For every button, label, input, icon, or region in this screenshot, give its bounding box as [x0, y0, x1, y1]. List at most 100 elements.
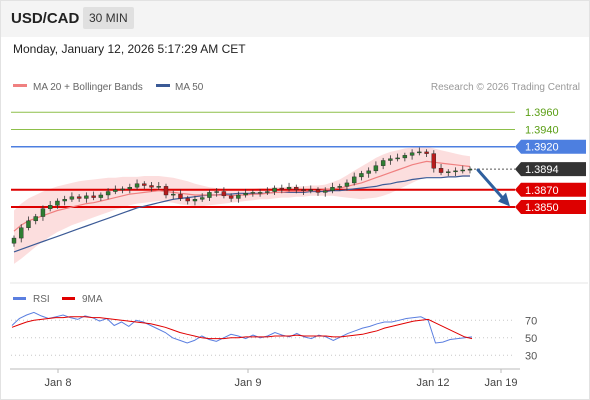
candle-body	[236, 194, 241, 199]
candle-body	[424, 151, 429, 154]
candle-body	[142, 183, 147, 186]
rsi-tick-30: 30	[525, 350, 537, 362]
candle-body	[373, 165, 379, 172]
candle-body	[91, 195, 96, 198]
level-tag-1.3870	[515, 182, 586, 197]
level-tag-1.3850	[515, 200, 586, 215]
candle-body	[294, 187, 299, 191]
candle-body	[221, 191, 227, 197]
candle-body	[207, 192, 212, 198]
ma50-line	[13, 175, 470, 253]
legend-rsi-label: RSI	[33, 294, 50, 305]
candle-body	[19, 227, 24, 239]
candle-body	[446, 171, 451, 173]
candle-body	[308, 189, 313, 192]
candle-body	[127, 187, 133, 190]
candle-body	[214, 191, 219, 193]
candle-body	[395, 157, 400, 160]
candle-body	[156, 186, 161, 188]
ma20-line	[13, 160, 471, 232]
time-axis: Jan 8 Jan 9 Jan 12 Jan 19	[10, 368, 520, 389]
candle-body	[388, 158, 393, 161]
legend-rsi-swatch	[13, 297, 26, 300]
candle-body	[192, 199, 198, 202]
candle-body	[417, 151, 422, 154]
candle-body	[40, 208, 46, 217]
candle-body	[69, 196, 75, 200]
legend-9ma-swatch	[62, 297, 75, 300]
level-label-1.3960: 1.3960	[525, 107, 559, 119]
candle-body	[315, 189, 321, 193]
candle-body	[163, 186, 169, 196]
candle-body	[265, 191, 270, 193]
candle-body	[366, 170, 371, 174]
candle-body	[272, 187, 277, 192]
candle-body	[76, 196, 82, 199]
candle-body	[301, 189, 306, 192]
candle-body	[55, 200, 60, 206]
candle-body	[243, 193, 248, 196]
candle-body	[185, 198, 190, 202]
level-tag-1.3920	[515, 139, 586, 154]
candle-body	[250, 192, 256, 194]
level-label-1.3870: 1.3870	[525, 185, 559, 197]
candle-body	[323, 190, 328, 193]
candle-body	[330, 187, 335, 191]
candle-body	[351, 176, 357, 184]
candle-body	[453, 170, 458, 173]
candle-body	[257, 192, 263, 194]
candle-body	[62, 199, 67, 202]
rsi-tick-50: 50	[525, 333, 537, 345]
time-tick-label: Jan 8	[45, 377, 72, 389]
candle-body	[178, 193, 183, 199]
level-tag-1.3894	[515, 162, 586, 177]
level-label-1.3940: 1.3940	[525, 124, 559, 136]
candle-body	[228, 195, 234, 199]
candle-body	[409, 152, 415, 156]
candle-body	[380, 160, 386, 166]
credit-text: Research © 2026 Trading Central	[431, 82, 580, 93]
candle-body	[286, 187, 292, 190]
candle-body	[199, 197, 205, 200]
level-label-1.3894: 1.3894	[525, 164, 559, 176]
rsi-tick-70: 70	[525, 315, 537, 327]
legend-ma20-label: MA 20 + Bollinger Bands	[33, 82, 143, 93]
symbol-title: USD/CAD	[11, 10, 80, 27]
candle-body	[279, 187, 285, 190]
level-label-1.3920: 1.3920	[525, 142, 559, 154]
candle-body	[113, 189, 118, 192]
datetime-label: Monday, January 12, 2026 5:17:29 AM CET	[13, 42, 246, 56]
candle-body	[134, 183, 140, 188]
legend-ma50-swatch	[156, 84, 170, 87]
candle-body	[402, 155, 408, 159]
candle-body	[26, 220, 31, 228]
time-tick-label: Jan 19	[484, 377, 517, 389]
timeframe-button[interactable]: 30 MIN	[83, 7, 134, 29]
candle-body	[171, 193, 176, 196]
legend-ma20-swatch	[13, 84, 27, 87]
candle-body	[467, 168, 473, 171]
rsi-panel: RSI 9MA 70 50 30	[11, 294, 537, 362]
bollinger-band	[14, 146, 470, 264]
candle-body	[149, 185, 154, 188]
level-label-1.3850: 1.3850	[525, 202, 559, 214]
legend-ma50-label: MA 50	[175, 82, 204, 93]
candle-body	[438, 168, 444, 173]
candle-body	[105, 191, 111, 196]
forecast-arrow-head	[498, 192, 510, 207]
candle-body	[47, 205, 53, 209]
candle-body	[120, 188, 125, 191]
candle-body	[359, 173, 364, 178]
candle-body	[460, 169, 465, 172]
candle-body	[344, 182, 350, 187]
candle-body	[337, 186, 342, 188]
main-panel: MA 20 + Bollinger Bands MA 50 Research © 2…	[10, 82, 588, 284]
legend-9ma-label: 9MA	[82, 294, 103, 305]
time-tick-label: Jan 9	[235, 377, 262, 389]
candle-body	[33, 216, 38, 222]
rsi-9ma-line	[11, 316, 473, 340]
time-tick-label: Jan 12	[416, 377, 449, 389]
candle-body	[11, 237, 17, 244]
candle-body	[98, 194, 104, 198]
